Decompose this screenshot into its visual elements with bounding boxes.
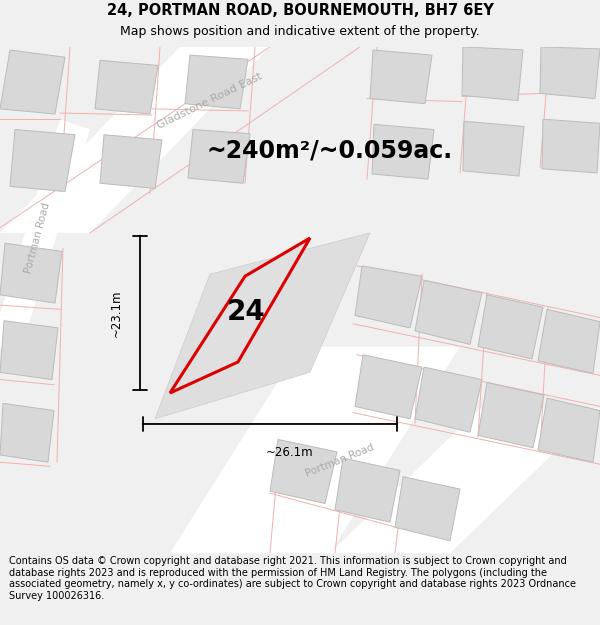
Polygon shape [185,55,248,109]
Polygon shape [335,458,400,522]
Polygon shape [478,295,543,359]
Polygon shape [270,439,337,504]
Polygon shape [462,47,523,101]
Polygon shape [540,47,600,99]
Text: ~26.1m: ~26.1m [266,446,314,459]
Text: Portman Road: Portman Road [24,201,52,274]
Text: 24: 24 [226,298,265,326]
Polygon shape [463,121,524,176]
Polygon shape [330,409,600,553]
Polygon shape [100,135,162,188]
Text: 24, PORTMAN ROAD, BOURNEMOUTH, BH7 6EY: 24, PORTMAN ROAD, BOURNEMOUTH, BH7 6EY [107,2,493,18]
Text: Contains OS data © Crown copyright and database right 2021. This information is : Contains OS data © Crown copyright and d… [9,556,576,601]
Polygon shape [0,403,54,462]
Polygon shape [372,124,434,179]
Text: Map shows position and indicative extent of the property.: Map shows position and indicative extent… [120,26,480,38]
Polygon shape [0,119,90,352]
Polygon shape [538,398,600,462]
Text: ~240m²/~0.059ac.: ~240m²/~0.059ac. [207,138,453,162]
Polygon shape [155,233,370,419]
Text: Gladstone Road East: Gladstone Road East [156,71,264,131]
Polygon shape [0,243,62,303]
Polygon shape [415,367,482,432]
Polygon shape [538,309,600,373]
Polygon shape [0,50,65,114]
Polygon shape [170,238,310,393]
Text: ~23.1m: ~23.1m [110,289,122,337]
Polygon shape [170,346,460,553]
Polygon shape [370,50,432,104]
Polygon shape [395,477,460,541]
Polygon shape [10,129,75,191]
Polygon shape [478,382,544,448]
Polygon shape [0,47,270,233]
Polygon shape [355,355,422,419]
Polygon shape [415,281,482,344]
Polygon shape [542,119,600,173]
Polygon shape [188,129,250,183]
Polygon shape [95,60,158,114]
Polygon shape [355,266,422,328]
Polygon shape [0,321,58,379]
Text: Portman Road: Portman Road [304,442,376,479]
